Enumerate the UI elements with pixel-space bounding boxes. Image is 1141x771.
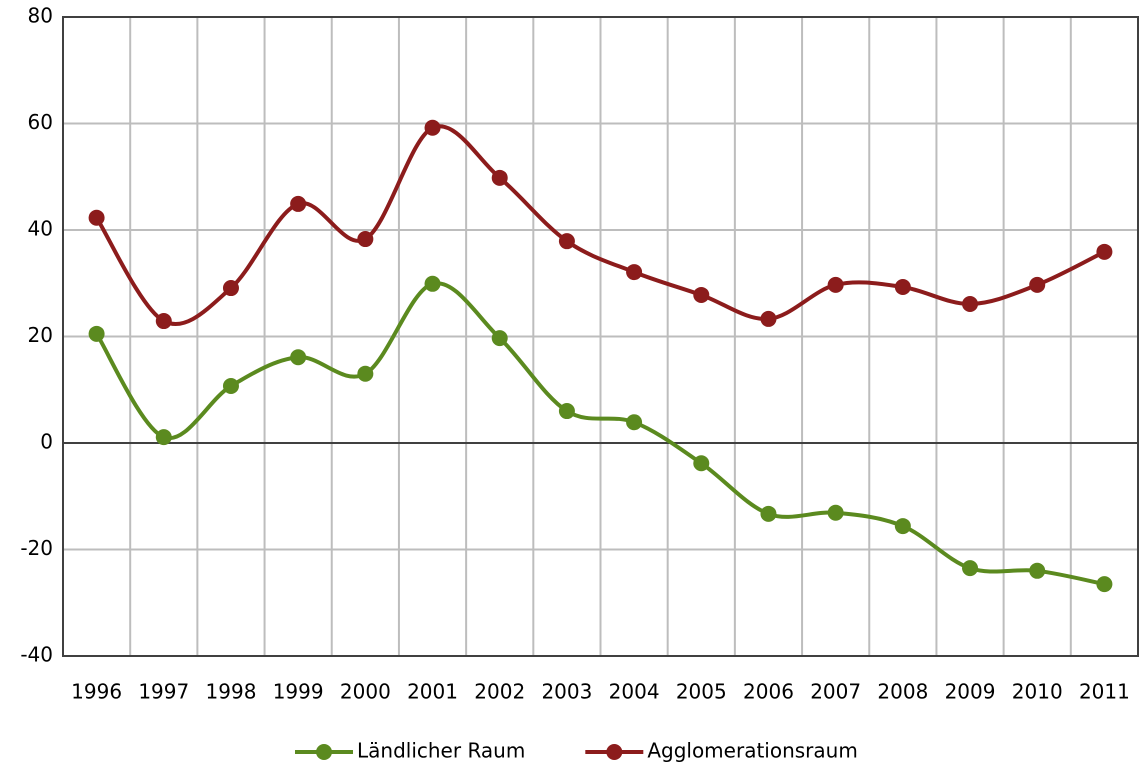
data-point xyxy=(626,414,643,431)
plot-frame xyxy=(62,16,1139,657)
x-tick-label: 2011 xyxy=(1079,680,1130,704)
data-point xyxy=(491,169,508,186)
data-point xyxy=(155,313,172,330)
x-tick-label: 2000 xyxy=(340,680,391,704)
y-tick-label: 80 xyxy=(28,4,53,28)
x-tick-label: 2002 xyxy=(474,680,525,704)
data-point xyxy=(760,505,777,522)
data-point xyxy=(424,275,441,292)
x-tick-label: 2005 xyxy=(676,680,727,704)
data-point xyxy=(1096,243,1113,260)
x-tick-label: 2004 xyxy=(609,680,660,704)
data-point xyxy=(424,119,441,136)
data-point xyxy=(894,518,911,535)
y-tick-label: 0 xyxy=(40,430,53,454)
data-point xyxy=(1029,562,1046,579)
data-point xyxy=(491,330,508,347)
data-point xyxy=(1096,576,1113,593)
data-point xyxy=(760,310,777,327)
x-tick-label: 2007 xyxy=(810,680,861,704)
x-tick-label: 1997 xyxy=(138,680,189,704)
x-tick-label: 2009 xyxy=(945,680,996,704)
x-tick-label: 1996 xyxy=(71,680,122,704)
data-point xyxy=(290,195,307,212)
legend-label: Agglomerationsraum xyxy=(647,739,858,763)
y-tick-label: -20 xyxy=(20,536,53,560)
data-point xyxy=(222,280,239,297)
legend-marker xyxy=(316,744,332,760)
x-tick-label: 2006 xyxy=(743,680,794,704)
data-point xyxy=(88,209,105,226)
data-point xyxy=(357,365,374,382)
legend-marker xyxy=(606,744,623,760)
data-point xyxy=(1029,276,1046,293)
x-tick-label: 2010 xyxy=(1012,680,1063,704)
data-point xyxy=(962,560,979,577)
data-point xyxy=(693,455,710,472)
data-point xyxy=(894,278,911,295)
data-point xyxy=(626,264,643,281)
data-point xyxy=(962,296,979,313)
data-point xyxy=(357,231,374,248)
x-tick-label: 2003 xyxy=(541,680,592,704)
data-point xyxy=(558,403,575,420)
y-tick-label: 60 xyxy=(28,110,53,134)
x-tick-label: 1998 xyxy=(206,680,257,704)
legend-label: Ländlicher Raum xyxy=(357,739,525,763)
data-point xyxy=(558,233,575,250)
data-point xyxy=(88,325,105,342)
data-point xyxy=(290,349,307,366)
y-tick-label: -40 xyxy=(20,643,53,667)
x-tick-label: 2008 xyxy=(877,680,928,704)
data-point xyxy=(827,504,844,521)
data-point xyxy=(827,276,844,293)
x-tick-label: 1999 xyxy=(273,680,324,704)
y-tick-label: 20 xyxy=(28,323,53,347)
data-point xyxy=(222,378,239,395)
data-point xyxy=(155,429,172,446)
data-point xyxy=(693,286,710,303)
x-tick-label: 2001 xyxy=(407,680,458,704)
y-tick-label: 40 xyxy=(28,217,53,241)
